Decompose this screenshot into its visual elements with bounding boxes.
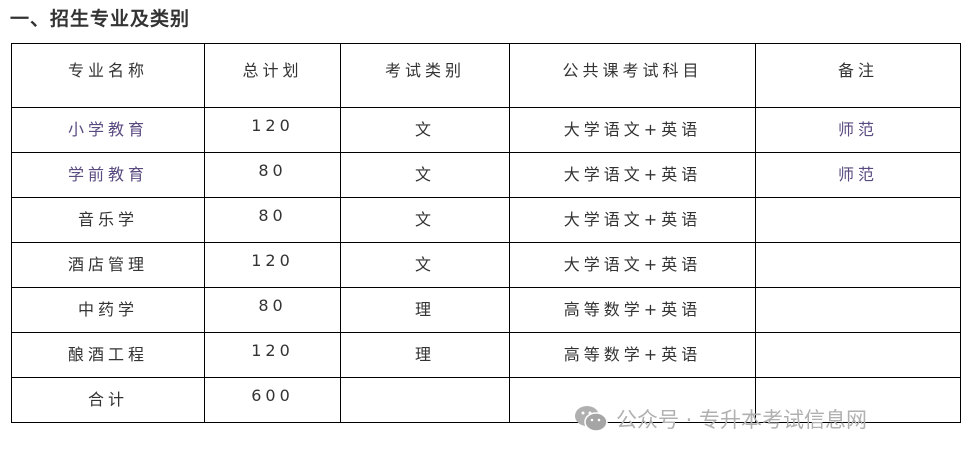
cell-notes [755,287,961,333]
cell-exam-type: 文 [340,107,510,153]
cell-exam-type: 理 [340,287,510,333]
section-title: 一、招生专业及类别 [10,8,191,30]
cell-plan: 120 [204,332,341,378]
cell-subjects: 大学语文+英语 [509,197,756,243]
header-major: 专业名称 [11,43,205,108]
table-row: 酒店管理 120 文大学语文+英语 [11,242,961,288]
cell-notes [755,377,961,423]
header-plan: 总计划 [204,43,341,108]
cell-exam-type: 文 [340,152,510,198]
table-row: 中药学 80 理高等数学+英语 [11,287,961,333]
cell-major: 合计 [11,377,205,423]
cell-subjects: 大学语文+英语 [509,242,756,288]
cell-plan: 80 [204,287,341,333]
table-row: 酿酒工程 120 理高等数学+英语 [11,332,961,378]
header-notes: 备注 [755,43,961,108]
cell-major: 酒店管理 [11,242,205,288]
cell-major: 中药学 [11,287,205,333]
header-subjects: 公共课考试科目 [509,43,756,108]
wechat-icon [575,406,608,432]
table-row: 小学教育 120 文大学语文+英语 师范 [11,107,961,153]
table-row: 学前教育 80 文大学语文+英语 师范 [11,152,961,198]
cell-plan: 120 [204,242,341,288]
watermark-text: 公众号 · 专升本考试信息网 [616,408,868,432]
cell-subjects: 大学语文+英语 [509,107,756,153]
cell-exam-type: 文 [340,197,510,243]
cell-exam-type: 文 [340,242,510,288]
cell-exam-type: 理 [340,332,510,378]
enrollment-table: 专业名称 总计划 考试类别 公共课考试科目 备注 小学教育 120 文大学语文+英语… [11,43,961,423]
cell-subjects: 大学语文+英语 [509,152,756,198]
cell-exam-type [340,377,510,423]
cell-plan: 120 [204,107,341,153]
cell-subjects: 高等数学+英语 [509,332,756,378]
table-header-row: 专业名称 总计划 考试类别 公共课考试科目 备注 [11,43,961,108]
cell-major: 酿酒工程 [11,332,205,378]
cell-major: 小学教育 [11,107,205,153]
table-row: 合计 600 [11,377,961,423]
cell-notes [755,242,961,288]
cell-plan: 80 [204,197,341,243]
cell-major: 音乐学 [11,197,205,243]
header-exam-type: 考试类别 [340,43,510,108]
cell-notes: 师范 [755,152,961,198]
table-row: 音乐学 80 文大学语文+英语 [11,197,961,243]
cell-subjects [509,377,756,423]
cell-plan: 80 [204,152,341,198]
cell-notes [755,332,961,378]
cell-notes: 师范 [755,107,961,153]
cell-plan: 600 [204,377,341,423]
cell-subjects: 高等数学+英语 [509,287,756,333]
cell-major: 学前教育 [11,152,205,198]
cell-notes [755,197,961,243]
watermark: 公众号 · 专升本考试信息网 [574,404,867,434]
